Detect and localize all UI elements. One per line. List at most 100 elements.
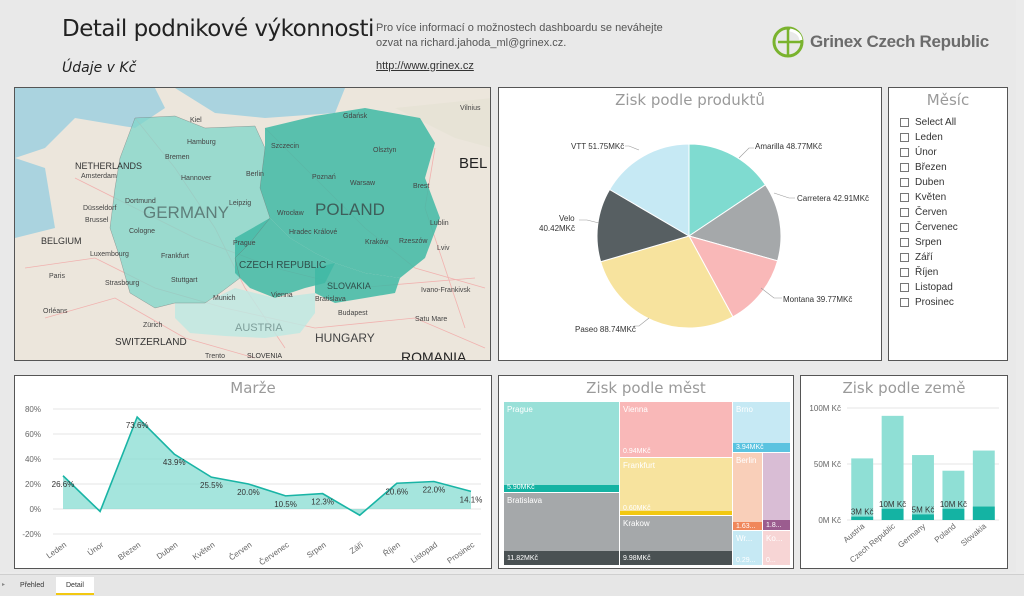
slicer-item[interactable]: Červenec [900,220,958,235]
map-canvas: GERMANY POLAND CZECH REPUBLIC SLOVAKIA A… [15,88,490,360]
pie-slice-amarilla[interactable] [688,143,767,237]
map-label-switzerland: SWITZERLAND [115,337,187,348]
slicer-item[interactable]: Duben [900,175,958,190]
cities-treemap-visual[interactable]: Zisk podle měst Prague 5.90MKč Bratislav… [498,375,794,569]
tab-detail[interactable]: Detail [56,577,94,595]
slicer-item[interactable]: Select All [900,115,958,130]
treemap-cell-unknown[interactable]: 1.8... [763,453,790,530]
pie-slice-carretera[interactable] [687,184,782,262]
website-link[interactable]: http://www.grinex.cz [376,60,474,72]
checkbox-icon[interactable] [900,298,909,307]
checkbox-icon[interactable] [900,238,909,247]
treemap-cell-brno[interactable]: Brno 3.94MKč [733,402,790,452]
x-tick-label: Duben [155,540,179,561]
slicer-item[interactable]: Srpen [900,235,958,250]
treemap-cell-berlin[interactable]: Berlin 1.63... [733,453,762,530]
city-label: Szczecin [271,143,299,150]
slicer-item[interactable]: Červen [900,205,958,220]
checkbox-icon[interactable] [900,118,909,127]
treemap-cell-vienna[interactable]: Vienna 0.94MKč [620,402,732,457]
bar-total[interactable] [972,450,995,520]
data-label: 5M Kč [912,505,935,514]
checkbox-icon[interactable] [900,253,909,262]
x-tick-label: Austria [842,521,867,544]
city-label: Kraków [365,239,389,246]
slicer-list: Select All Leden Únor Březen Duben Květen Červ… [900,115,958,310]
slicer-item[interactable]: Únor [900,145,958,160]
city-label: Düsseldorf [83,205,117,212]
austria-region[interactable] [175,288,315,338]
slicer-item[interactable]: Prosinec [900,295,958,310]
checkbox-icon[interactable] [900,163,909,172]
tab-scroll-icon[interactable]: ▸ [2,582,6,588]
map-label-belgium: BELGIUM [41,236,82,246]
y-tick-label: 0% [29,505,41,514]
country-chart-title: Zisk podle země [842,379,966,397]
germany-region[interactable] [110,116,270,308]
bar-profit[interactable] [942,508,965,520]
slicer-item[interactable]: Září [900,250,958,265]
pie-slice-vtt[interactable] [608,143,690,237]
treemap-cell-kosice[interactable]: Ko... 0... [763,531,790,565]
bar-total[interactable] [851,458,874,520]
slicer-item[interactable]: Leden [900,130,958,145]
poland-region[interactable] [260,108,440,278]
treemap-label-kosice: Ko... [766,534,783,543]
y-tick-label: 0M Kč [818,516,841,525]
treemap-cell-prague[interactable]: Prague 5.90MKč [504,402,619,492]
bar-profit[interactable] [881,508,904,520]
treemap-cell-frankfurt[interactable]: Frankfurt 0.60MKč [620,458,732,515]
treemap-label-frankfurt: Frankfurt [623,461,656,470]
cities-chart-title: Zisk podle měst [586,379,706,397]
checkbox-icon[interactable] [900,178,909,187]
treemap-label-wroclaw: Wr... [736,534,753,543]
map-visual[interactable]: GERMANY POLAND CZECH REPUBLIC SLOVAKIA A… [14,87,491,361]
bar-profit[interactable] [912,514,934,520]
slicer-item[interactable]: Březen [900,160,958,175]
pie-label-amarilla: Amarilla 48.77MKč [755,142,822,151]
bar-total[interactable] [942,470,965,520]
checkbox-icon[interactable] [900,268,909,277]
x-tick-label: Prosinec [445,540,476,565]
pie-slice-montana[interactable] [687,235,779,318]
czech-region[interactable] [235,218,335,298]
pie-slice-paseo[interactable] [600,235,734,329]
pie-label-carretera: Carretera 42.91MKč [797,194,869,203]
checkbox-icon[interactable] [900,193,909,202]
pie-label-velo-value: 40.42MKč [539,224,575,233]
treemap-label-berlin: Berlin [736,456,757,465]
checkbox-icon[interactable] [900,133,909,142]
bar-total[interactable] [881,415,904,520]
country-bar-visual[interactable]: Zisk podle země 100M Kč 50M Kč 0M Kč 3M Kč… [800,375,1008,569]
city-label: Gdańsk [343,113,368,120]
checkbox-icon[interactable] [900,148,909,157]
pie-label-paseo: Paseo 88.74MKč [575,325,636,334]
city-label: Orléans [43,308,68,315]
bar-profit[interactable] [851,516,874,520]
info-line-1: Pro více informací o možnostech dashboar… [376,22,663,34]
slicer-item-label: Select All [915,117,957,128]
map-label-slovakia: SLOVAKIA [327,281,371,291]
slovakia-region[interactable] [315,263,400,303]
bar-profit[interactable] [972,506,995,520]
month-slicer[interactable]: Měsíc Select All Leden Únor Březen Duben Květ… [888,87,1008,361]
city-label: Wrocław [277,210,305,217]
treemap-value-unknown: 1.8... [766,522,782,529]
treemap-cell-bratislava[interactable]: Bratislava 11.82MKč [504,493,619,565]
checkbox-icon[interactable] [900,283,909,292]
checkbox-icon[interactable] [900,223,909,232]
pie-slice-velo[interactable] [596,188,691,263]
x-tick-label: Listopad [409,540,439,565]
slicer-item[interactable]: Listopad [900,280,958,295]
bar-total[interactable] [912,455,934,520]
tab-prehled[interactable]: Přehled [20,582,45,589]
treemap-cell-wroclaw[interactable]: Wr... 0.29... [733,531,762,565]
checkbox-icon[interactable] [900,208,909,217]
company-logo: Grinex Czech Republic [770,22,989,62]
report-canvas: Detail podnikové výkonnosti Údaje v Kč P… [14,16,1008,569]
products-pie-visual[interactable]: Zisk podle produktů Amarilla 48.77MKč Ca… [498,87,882,361]
treemap-cell-krakow[interactable]: Krakow 9.98MKč [620,516,732,565]
margin-visual[interactable]: Marže 80% 60% 40% 20% 0% -20% 26.6% 73.6% 43.9%… [14,375,492,569]
slicer-item[interactable]: Květen [900,190,958,205]
slicer-item[interactable]: Říjen [900,265,958,280]
